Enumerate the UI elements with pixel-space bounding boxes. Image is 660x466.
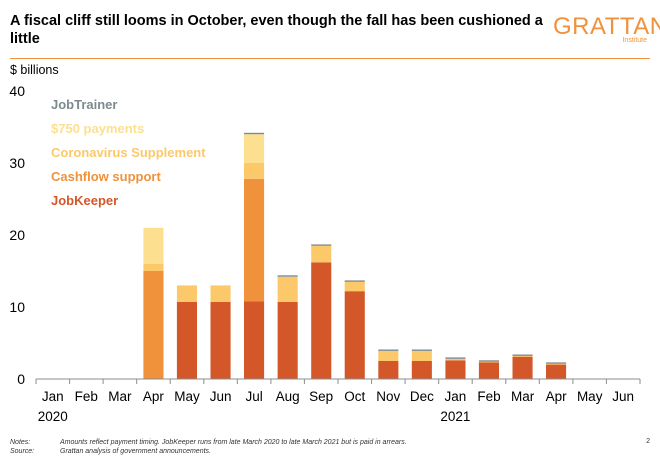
x-year-label: 2020 <box>38 409 68 424</box>
y-tick-label: 0 <box>17 371 25 387</box>
bar-segment-jobkeeper <box>176 302 197 379</box>
bar-segment-coronavirus-supplement <box>378 350 399 361</box>
x-tick-label: Jan <box>445 389 467 404</box>
bar-segment-jobkeeper <box>478 362 499 379</box>
x-tick-label: Apr <box>143 389 165 404</box>
legend-label: Coronavirus Supplement <box>51 145 206 160</box>
source-line: Source: Grattan analysis of government an… <box>10 447 650 456</box>
x-tick-label: Mar <box>108 389 132 404</box>
bar-segment-coronavirus-supplement <box>512 356 533 357</box>
bar-segment-jobkeeper <box>445 360 466 379</box>
stacked-bar-chart: 0 10 20 30 40 Jan Feb Mar Apr May Jun Jul Aug Sep Oct N… <box>9 83 641 424</box>
y-tick-label: 10 <box>9 299 25 315</box>
legend-label: JobTrainer <box>51 97 117 112</box>
y-tick-label: 20 <box>9 227 25 243</box>
notes-label: Notes: <box>10 439 31 446</box>
y-axis-label: $ billions <box>10 63 59 77</box>
x-tick-label: Oct <box>344 389 365 404</box>
logo-subtitle: Institute <box>622 37 647 44</box>
bar-segment-jobkeeper <box>411 361 432 379</box>
x-tick-label: Sep <box>309 389 333 404</box>
chart-title: A fiscal cliff still looms in October, e… <box>10 13 543 47</box>
bar-segment-coronavirus-supplement <box>210 285 231 302</box>
bar-segment-jobtrainer <box>546 362 567 364</box>
bar-segment-coronavirus-supplement <box>176 285 197 302</box>
bar-segment-jobtrainer <box>478 360 499 362</box>
legend-label: $750 payments <box>51 121 144 136</box>
notes-line: Notes: Amounts reflect payment timing. Jo… <box>10 438 650 447</box>
bar-segment-coronavirus-supplement <box>277 276 298 302</box>
x-tick-label: Jan <box>42 389 64 404</box>
bar-segment-jobkeeper <box>210 302 231 379</box>
x-tick-label: May <box>577 389 603 404</box>
bar-segment-coronavirus-supplement <box>311 245 332 263</box>
x-tick-label: Jun <box>612 389 634 404</box>
bar-segment-cashflow-support <box>244 178 265 302</box>
source-label: Source: <box>10 448 35 455</box>
x-tick-label: Nov <box>376 389 400 404</box>
y-tick-label: 30 <box>9 155 25 171</box>
bar-segment-jobtrainer <box>344 280 365 282</box>
bar-segment--750-payments <box>244 134 265 163</box>
bar-segment-jobtrainer <box>378 349 399 351</box>
bar-segment-jobtrainer <box>411 349 432 351</box>
bar-segment-jobkeeper <box>546 364 567 379</box>
x-year-label: 2021 <box>440 409 470 424</box>
x-tick-label: Feb <box>477 389 500 404</box>
x-tick-label: Apr <box>546 389 568 404</box>
x-tick-label: Aug <box>276 389 300 404</box>
bar-segment--750-payments <box>143 227 164 264</box>
bar-segment-coronavirus-supplement <box>546 363 567 365</box>
x-tick-label: Jun <box>210 389 232 404</box>
bar-segment-coronavirus-supplement <box>244 163 265 179</box>
source-text: Grattan analysis of government announcem… <box>60 448 211 455</box>
bar-segment-jobkeeper <box>277 302 298 379</box>
bar-segment-jobkeeper <box>512 356 533 379</box>
x-tick-label: Jul <box>245 389 262 404</box>
x-tick-label: Mar <box>511 389 535 404</box>
bar-segment-coronavirus-supplement <box>411 350 432 361</box>
legend-label: JobKeeper <box>51 193 118 208</box>
bar-segment-jobkeeper <box>244 301 265 379</box>
bar-segment-cashflow-support <box>143 271 164 379</box>
bar-segment-jobtrainer <box>512 354 533 356</box>
notes-text: Amounts reflect payment timing. JobKeepe… <box>60 439 407 446</box>
bar-segment-coronavirus-supplement <box>344 281 365 292</box>
bar-segment-jobtrainer <box>244 132 265 135</box>
bar-segment-jobkeeper <box>378 361 399 379</box>
x-tick-label: Feb <box>75 389 98 404</box>
x-tick-label: Dec <box>410 389 434 404</box>
bar-segment-jobkeeper <box>344 291 365 379</box>
footnotes: Notes: Amounts reflect payment timing. Jo… <box>10 438 650 456</box>
bar-segment-jobtrainer <box>277 275 298 277</box>
header-divider <box>10 58 650 59</box>
bar-segment-coronavirus-supplement <box>445 358 466 361</box>
grattan-logo: GRATTAN Institute <box>553 13 660 45</box>
bar-segment-jobkeeper <box>311 262 332 379</box>
bar-segment-jobtrainer <box>445 357 466 359</box>
page-number: 2 <box>646 438 650 445</box>
bar-segment-jobtrainer <box>311 244 332 246</box>
x-tick-label: May <box>174 389 200 404</box>
bar-segment-coronavirus-supplement <box>478 361 499 363</box>
y-tick-label: 40 <box>9 83 25 99</box>
logo-wordmark: GRATTAN <box>553 13 660 40</box>
legend-label: Cashflow support <box>51 169 161 184</box>
bar-segment-coronavirus-supplement <box>143 263 164 271</box>
